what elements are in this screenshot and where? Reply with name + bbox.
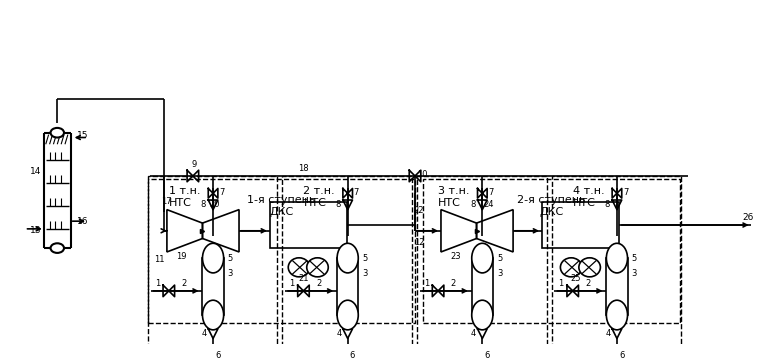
Ellipse shape [51,243,64,253]
Text: 1: 1 [154,279,160,288]
Bar [147,179,415,323]
Text: 23: 23 [450,252,461,261]
Bar [551,176,682,347]
Ellipse shape [51,128,64,137]
Ellipse shape [472,243,493,273]
Text: 1-я ступень
ДКС: 1-я ступень ДКС [247,195,316,217]
Text: 6: 6 [484,351,490,358]
Text: 3: 3 [632,269,637,278]
Text: 6: 6 [349,351,355,358]
Bar [203,258,224,315]
Text: 5: 5 [632,255,637,263]
Ellipse shape [560,258,582,277]
Ellipse shape [606,243,628,273]
Text: 5: 5 [363,255,367,263]
Bar [282,176,412,347]
Text: 2: 2 [316,279,321,288]
Text: 1: 1 [424,279,429,288]
Text: 7: 7 [488,188,494,197]
Text: 3: 3 [228,269,233,278]
Text: 20: 20 [210,200,220,209]
Text: 1: 1 [558,279,564,288]
Text: 11: 11 [154,255,165,264]
Text: 2 т.н.
НТС: 2 т.н. НТС [303,186,335,208]
Text: 10: 10 [417,170,428,179]
Text: 6: 6 [619,351,625,358]
Bar [417,176,547,347]
Text: 17: 17 [161,198,172,207]
Text: 4: 4 [605,329,611,338]
Text: 1 т.н.
НТС: 1 т.н. НТС [168,186,200,208]
Text: 26: 26 [742,213,753,222]
Text: 4: 4 [336,329,342,338]
Text: 4: 4 [471,329,477,338]
Text: 13: 13 [30,226,42,235]
Text: 1: 1 [289,279,295,288]
Ellipse shape [472,300,493,330]
Bar [270,202,347,248]
Text: 8: 8 [604,200,610,209]
Text: 21: 21 [298,274,309,284]
Bar [472,258,493,315]
Text: 15: 15 [76,131,88,140]
Text: 8: 8 [335,200,341,209]
Text: 9: 9 [191,160,197,169]
Bar [542,202,619,248]
Ellipse shape [606,300,628,330]
Text: 2: 2 [586,279,590,288]
Text: 5: 5 [497,255,502,263]
Ellipse shape [307,258,328,277]
Text: 4 т.н.
НТС: 4 т.н. НТС [573,186,604,208]
Text: 5: 5 [228,255,233,263]
Bar [147,176,278,347]
Text: 3: 3 [497,269,502,278]
Bar [337,258,358,315]
Ellipse shape [579,258,601,277]
Bar [606,258,628,315]
Ellipse shape [203,243,224,273]
Text: 3 т.н.
НТС: 3 т.н. НТС [438,186,470,208]
Text: 4: 4 [202,329,207,338]
Text: 12: 12 [413,238,424,247]
Text: 22: 22 [413,206,424,215]
Text: 7: 7 [219,188,225,197]
Ellipse shape [203,300,224,330]
Text: 16: 16 [76,217,88,226]
Text: 2: 2 [451,279,456,288]
Ellipse shape [337,243,358,273]
Text: 7: 7 [623,188,628,197]
Text: 2-я ступень
ДКС: 2-я ступень ДКС [517,195,586,217]
Text: 19: 19 [176,252,186,261]
Text: 2: 2 [182,279,187,288]
Ellipse shape [337,300,358,330]
Text: 8: 8 [200,200,206,209]
Text: 24: 24 [484,200,495,209]
Text: 8: 8 [470,200,475,209]
Text: 14: 14 [30,167,42,176]
Text: 25: 25 [570,274,581,284]
Text: 3: 3 [363,269,367,278]
Text: 18: 18 [298,164,309,173]
Ellipse shape [289,258,310,277]
Text: 7: 7 [353,188,359,197]
Bar [423,179,680,323]
Text: 6: 6 [215,351,221,358]
